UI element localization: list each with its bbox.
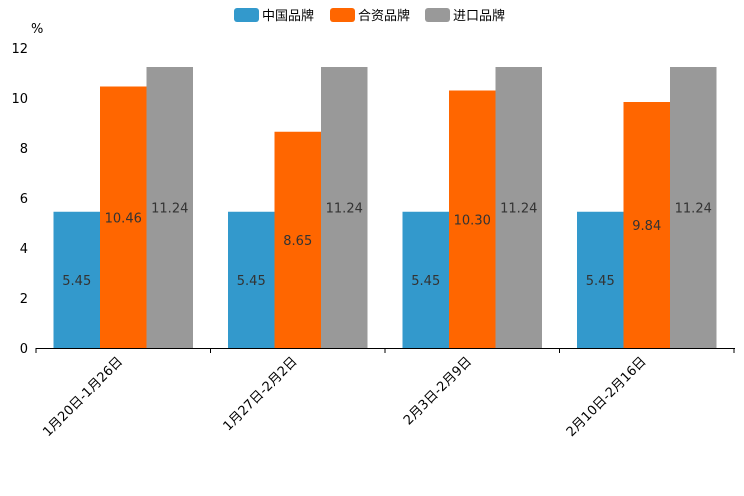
legend: 中国品牌 合资品牌 进口品牌 xyxy=(234,8,505,24)
bar-0-0[interactable] xyxy=(53,211,101,348)
legend-item-0[interactable]: 中国品牌 xyxy=(234,8,314,24)
y-tick-label: 4 xyxy=(20,242,28,257)
value-label: 8.65 xyxy=(283,234,312,249)
value-label: 11.24 xyxy=(151,202,188,217)
legend-swatch xyxy=(330,8,355,22)
bar-1-3[interactable] xyxy=(623,102,671,348)
y-tick-label: 10 xyxy=(11,92,28,107)
x-tick-label: 2月3日-2月9日 xyxy=(401,354,475,428)
value-label: 5.45 xyxy=(62,274,91,289)
x-tick-label: 1月27日-2月2日 xyxy=(221,354,301,434)
legend-item-1[interactable]: 合资品牌 xyxy=(330,8,410,24)
bar-1-1[interactable] xyxy=(274,131,322,348)
x-axis: 1月20日-1月26日 1月27日-2月2日 2月3日-2月9日 2月10日-2月16… xyxy=(35,348,735,440)
value-label: 10.30 xyxy=(454,213,491,228)
y-tick-label: 0 xyxy=(20,342,28,357)
legend-label: 合资品牌 xyxy=(358,8,410,24)
legend-swatch xyxy=(234,8,259,22)
value-label: 5.45 xyxy=(237,274,266,289)
x-tick-label: 2月10日-2月16日 xyxy=(564,354,650,440)
value-label: 11.24 xyxy=(675,202,712,217)
bar-0-3[interactable] xyxy=(577,211,624,348)
legend-label: 中国品牌 xyxy=(262,8,314,24)
bar-0-2[interactable] xyxy=(402,211,450,348)
x-tick-label: 1月20日-1月26日 xyxy=(40,354,126,440)
bar-2-0[interactable] xyxy=(146,67,194,348)
y-tick-label: 12 xyxy=(11,42,28,57)
value-label: 11.24 xyxy=(326,202,363,217)
bar-1-2[interactable] xyxy=(449,90,496,349)
legend-item-2[interactable]: 进口品牌 xyxy=(425,8,505,24)
value-label: 10.46 xyxy=(105,211,142,226)
bar-0-1[interactable] xyxy=(228,211,275,348)
bar-2-2[interactable] xyxy=(495,67,543,348)
legend-swatch xyxy=(425,8,450,22)
value-label: 11.24 xyxy=(500,202,537,217)
y-tick-label: 6 xyxy=(20,192,28,207)
y-axis: 0 2 4 6 8 10 12 xyxy=(11,42,28,357)
bar-2-3[interactable] xyxy=(670,67,717,348)
legend-label: 进口品牌 xyxy=(453,8,505,24)
value-label: 5.45 xyxy=(411,274,440,289)
bar-1-0[interactable] xyxy=(100,86,147,349)
y-tick-label: 8 xyxy=(20,142,28,157)
value-label: 5.45 xyxy=(586,274,615,289)
y-tick-label: 2 xyxy=(20,292,28,307)
y-axis-label: % xyxy=(31,22,43,37)
bar-2-1[interactable] xyxy=(321,67,368,348)
value-label: 9.84 xyxy=(632,219,661,234)
bars: 5.45 10.46 11.24 5.45 8.65 11.24 5.45 10.30 11.2… xyxy=(53,67,717,349)
